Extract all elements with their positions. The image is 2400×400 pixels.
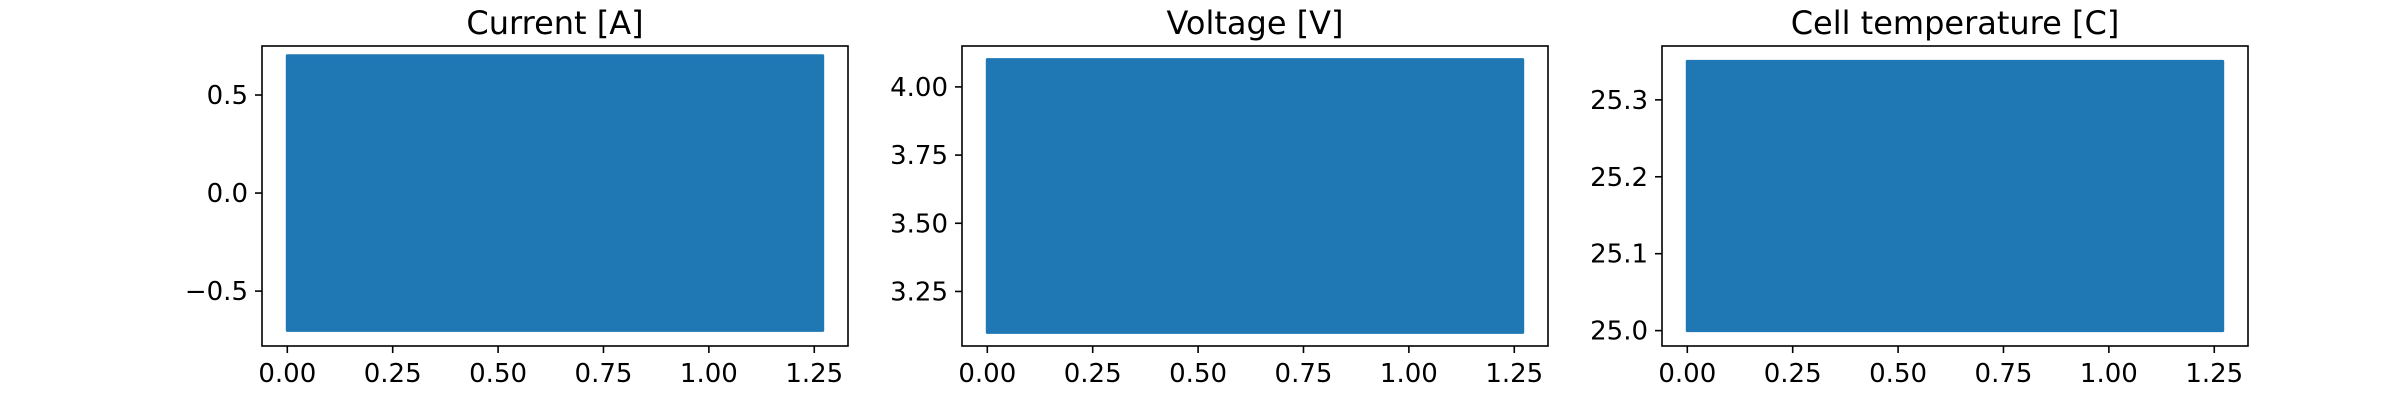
panel-temperature: Cell temperature [C] 0.00 0.25 0.50 0.75 1.00… [1590, 4, 2249, 389]
temperature-x-tick-label: 0.00 [1658, 359, 1716, 389]
temperature-x-tick-label: 0.50 [1869, 359, 1927, 389]
panel-current: Current [A] 0.00 0.25 0.50 0.75 1.00 1.25 0.5 0.… [185, 4, 849, 389]
temperature-y-tick-label: 25.2 [1590, 163, 1648, 193]
current-y-tick-label: −0.5 [185, 277, 248, 307]
temperature-x-tick-label: 0.75 [1975, 359, 2033, 389]
temperature-x-tick-label: 1.00 [2080, 359, 2138, 389]
voltage-x-tick-label: 0.25 [1064, 359, 1122, 389]
voltage-x-tick-label: 1.00 [1380, 359, 1438, 389]
current-x-tick-label: 1.00 [680, 359, 738, 389]
voltage-series-area-0 [985, 58, 1525, 334]
temperature-x-tick-label: 0.25 [1764, 359, 1822, 389]
temperature-axes-frame [1661, 45, 2249, 347]
voltage-x-tick-label: 0.00 [958, 359, 1016, 389]
panel-voltage: Voltage [V] 0.00 0.25 0.50 0.75 1.00 1.25 4.00 3… [890, 4, 1549, 389]
current-x-tick-label: 0.25 [364, 359, 422, 389]
current-y-tick-label: 0.0 [207, 179, 248, 209]
temperature-y-tick-label: 25.3 [1590, 86, 1648, 116]
current-x-tick-label: 0.75 [575, 359, 633, 389]
temperature-chart-title: Cell temperature [C] [1791, 4, 2120, 42]
current-axes-frame [261, 45, 849, 347]
current-x-tick-label: 1.25 [785, 359, 843, 389]
voltage-x-tick-label: 0.50 [1169, 359, 1227, 389]
current-x-tick-label: 0.00 [258, 359, 316, 389]
voltage-chart-title: Voltage [V] [1166, 4, 1343, 42]
current-chart-title: Current [A] [466, 4, 643, 42]
voltage-x-tick-label: 1.25 [1485, 359, 1543, 389]
current-y-tick-label: 0.5 [207, 81, 248, 111]
current-x-tick-label: 0.50 [469, 359, 527, 389]
temperature-y-tick-label: 25.1 [1590, 240, 1648, 270]
temperature-x-tick-label: 1.25 [2185, 359, 2243, 389]
voltage-y-tick-label: 3.25 [890, 277, 948, 307]
temperature-y-tick-label: 25.0 [1590, 317, 1648, 347]
voltage-y-tick-label: 4.00 [890, 73, 948, 103]
voltage-y-tick-label: 3.75 [890, 141, 948, 171]
voltage-x-tick-label: 0.75 [1275, 359, 1333, 389]
temperature-series-area-0 [1685, 59, 2225, 333]
voltage-y-tick-label: 3.50 [890, 209, 948, 239]
voltage-axes-frame [961, 45, 1549, 347]
current-series-area-0 [285, 54, 825, 332]
